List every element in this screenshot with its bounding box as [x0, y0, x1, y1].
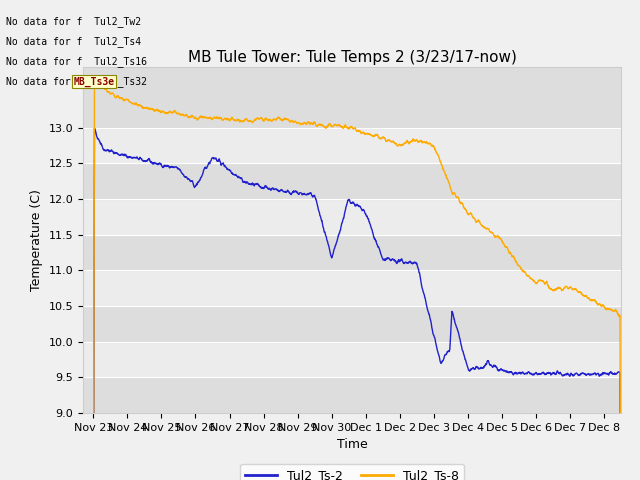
Text: No data for f  Tul2_Tw2: No data for f Tul2_Tw2 — [6, 16, 141, 27]
Legend: Tul2_Ts-2, Tul2_Ts-8: Tul2_Ts-2, Tul2_Ts-8 — [241, 464, 463, 480]
Bar — [83, 163, 621, 199]
X-axis label: Time: Time — [337, 438, 367, 451]
Text: No data for f  Tul2_Ts32: No data for f Tul2_Ts32 — [6, 76, 147, 87]
Bar — [83, 128, 621, 163]
Bar — [83, 342, 621, 377]
Text: No data for f  Tul2_Ts4: No data for f Tul2_Ts4 — [6, 36, 141, 47]
Text: MB_Ts3e: MB_Ts3e — [74, 76, 115, 87]
Bar — [83, 270, 621, 306]
Bar — [83, 199, 621, 235]
Title: MB Tule Tower: Tule Temps 2 (3/23/17-now): MB Tule Tower: Tule Temps 2 (3/23/17-now… — [188, 49, 516, 65]
Bar — [83, 235, 621, 270]
Bar — [83, 377, 621, 413]
Text: No data for f  Tul2_Ts16: No data for f Tul2_Ts16 — [6, 56, 147, 67]
Bar — [83, 306, 621, 342]
Bar — [83, 67, 621, 128]
Y-axis label: Temperature (C): Temperature (C) — [30, 189, 43, 291]
